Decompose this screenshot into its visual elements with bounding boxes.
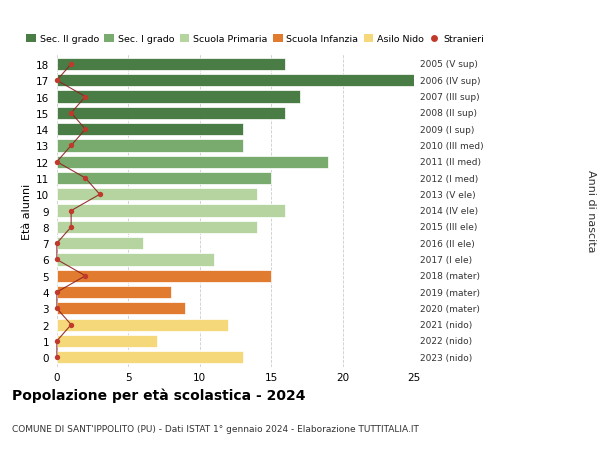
Bar xyxy=(57,351,242,364)
Bar xyxy=(57,107,286,120)
Point xyxy=(80,273,90,280)
Point xyxy=(52,159,62,166)
Point xyxy=(67,61,76,68)
Point xyxy=(80,126,90,134)
Bar xyxy=(57,91,300,103)
Text: 2018 (mater): 2018 (mater) xyxy=(420,272,480,280)
Text: 2007 (III sup): 2007 (III sup) xyxy=(420,93,479,102)
Text: Anni di nascita: Anni di nascita xyxy=(586,170,596,252)
Point xyxy=(95,191,104,199)
Bar xyxy=(57,205,286,217)
Text: 2008 (II sup): 2008 (II sup) xyxy=(420,109,477,118)
Text: 2015 (III ele): 2015 (III ele) xyxy=(420,223,478,232)
Text: 2017 (I ele): 2017 (I ele) xyxy=(420,255,472,264)
Text: 2022 (nido): 2022 (nido) xyxy=(420,337,472,346)
Point xyxy=(52,337,62,345)
Legend: Sec. II grado, Sec. I grado, Scuola Primaria, Scuola Infanzia, Asilo Nido, Stran: Sec. II grado, Sec. I grado, Scuola Prim… xyxy=(26,35,484,44)
Text: 2016 (II ele): 2016 (II ele) xyxy=(420,239,475,248)
Bar xyxy=(57,124,242,136)
Point xyxy=(67,207,76,215)
Point xyxy=(80,175,90,182)
Text: 2023 (nido): 2023 (nido) xyxy=(420,353,472,362)
Bar xyxy=(57,302,185,315)
Text: 2012 (I med): 2012 (I med) xyxy=(420,174,478,183)
Y-axis label: Età alunni: Età alunni xyxy=(22,183,32,239)
Bar xyxy=(57,140,242,152)
Bar xyxy=(57,189,257,201)
Point xyxy=(52,289,62,296)
Text: 2014 (IV ele): 2014 (IV ele) xyxy=(420,207,478,216)
Point xyxy=(80,94,90,101)
Bar xyxy=(57,156,328,168)
Text: 2006 (IV sup): 2006 (IV sup) xyxy=(420,77,481,85)
Bar xyxy=(57,221,257,234)
Point xyxy=(67,321,76,329)
Text: COMUNE DI SANT'IPPOLITO (PU) - Dati ISTAT 1° gennaio 2024 - Elaborazione TUTTITA: COMUNE DI SANT'IPPOLITO (PU) - Dati ISTA… xyxy=(12,425,419,434)
Point xyxy=(52,78,62,85)
Point xyxy=(52,354,62,361)
Point xyxy=(67,142,76,150)
Text: 2019 (mater): 2019 (mater) xyxy=(420,288,480,297)
Point xyxy=(52,256,62,263)
Bar xyxy=(57,75,414,87)
Text: Popolazione per età scolastica - 2024: Popolazione per età scolastica - 2024 xyxy=(12,388,305,403)
Bar xyxy=(57,286,171,298)
Point xyxy=(67,110,76,117)
Bar xyxy=(57,173,271,185)
Text: 2011 (II med): 2011 (II med) xyxy=(420,158,481,167)
Text: 2005 (V sup): 2005 (V sup) xyxy=(420,60,478,69)
Point xyxy=(52,305,62,312)
Bar xyxy=(57,59,286,71)
Text: 2010 (III med): 2010 (III med) xyxy=(420,142,484,151)
Bar xyxy=(57,270,271,282)
Text: 2021 (nido): 2021 (nido) xyxy=(420,320,472,330)
Point xyxy=(52,240,62,247)
Bar xyxy=(57,319,228,331)
Text: 2013 (V ele): 2013 (V ele) xyxy=(420,190,476,199)
Bar xyxy=(57,254,214,266)
Point xyxy=(67,224,76,231)
Text: 2020 (mater): 2020 (mater) xyxy=(420,304,480,313)
Bar xyxy=(57,238,143,250)
Text: 2009 (I sup): 2009 (I sup) xyxy=(420,125,475,134)
Bar xyxy=(57,335,157,347)
